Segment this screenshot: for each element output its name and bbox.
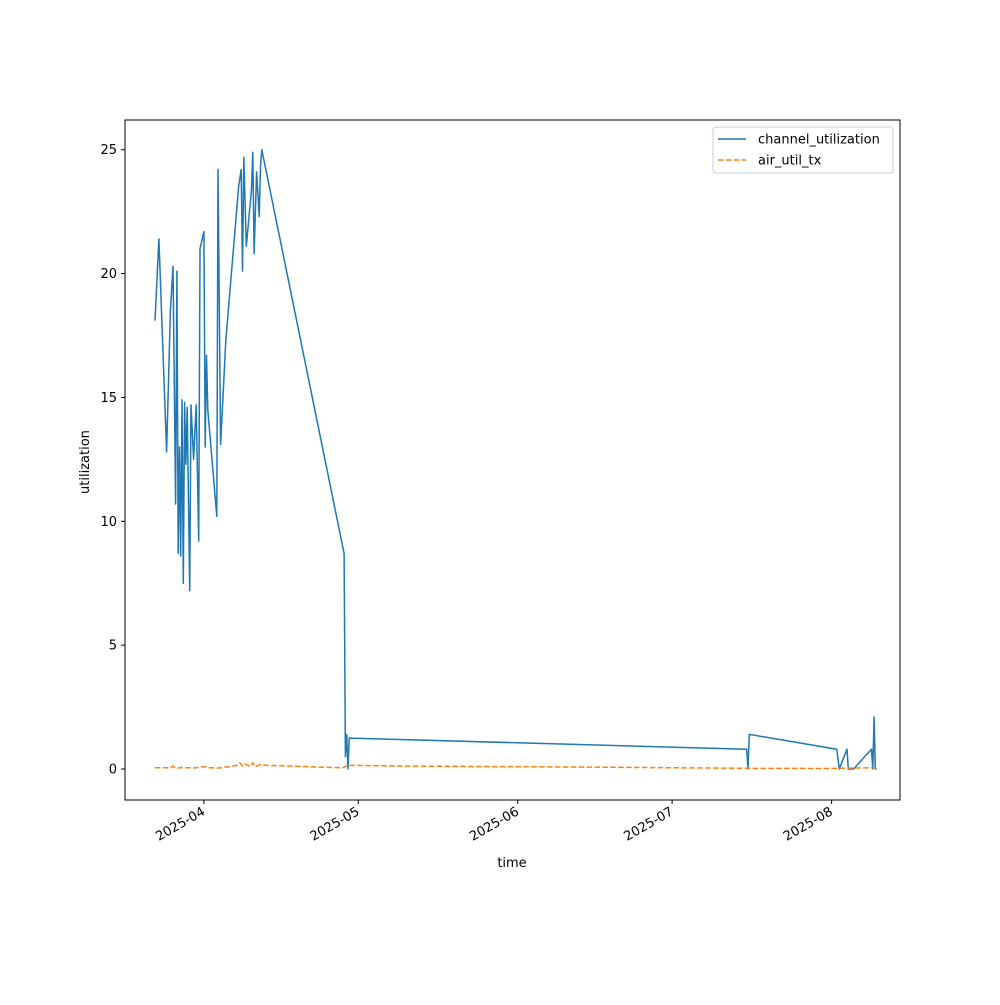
plot-area-frame: [124, 119, 901, 801]
y-tick-label: 25: [100, 143, 117, 158]
legend: channel_utilization air_util_tx: [712, 126, 894, 174]
y-tick-label: 5: [109, 639, 117, 654]
series-layer: [154, 148, 877, 770]
legend-label: air_util_tx: [758, 154, 822, 169]
y-tick-label: 15: [100, 391, 117, 406]
y-tick-label: 0: [109, 763, 117, 778]
series-line-air-util-tx: [155, 762, 876, 770]
y-axis-ticks: 0 5 10 15 20 25: [100, 143, 125, 778]
legend-box: [712, 126, 894, 174]
legend-label: channel_utilization: [758, 133, 880, 148]
x-axis-label: time: [497, 856, 526, 871]
y-axis-label: utilization: [78, 430, 93, 494]
series-line-channel-utilization: [154, 148, 877, 770]
y-tick-label: 10: [100, 515, 117, 530]
y-tick-label: 20: [100, 267, 117, 282]
